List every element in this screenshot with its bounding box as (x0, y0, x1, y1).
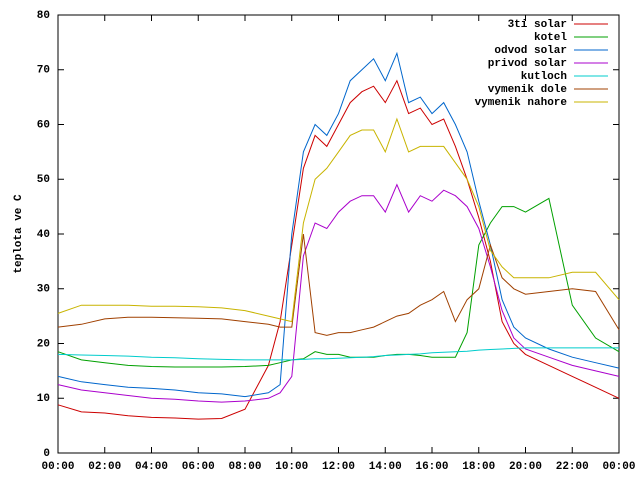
y-tick-label: 10 (37, 393, 50, 405)
series-line (57, 79, 620, 420)
y-tick-label: 70 (37, 65, 50, 77)
x-tick-label: 00:00 (41, 461, 74, 473)
x-tick-label: 10:00 (275, 461, 308, 473)
legend-label: kutloch (521, 71, 567, 83)
x-tick-label: 02:00 (88, 461, 121, 473)
legend-label: kotel (534, 32, 567, 44)
series-line (57, 183, 620, 403)
series-line (57, 197, 620, 368)
legend-label: vymenik nahore (475, 97, 568, 109)
x-tick-label: 06:00 (182, 461, 215, 473)
x-tick-label: 22:00 (556, 461, 589, 473)
x-tick-label: 18:00 (462, 461, 495, 473)
x-tick-label: 16:00 (415, 461, 448, 473)
y-tick-label: 0 (43, 448, 50, 460)
series-line (57, 51, 620, 398)
x-tick-label: 12:00 (322, 461, 355, 473)
series-line (57, 233, 620, 336)
y-tick-label: 50 (37, 174, 50, 186)
y-tick-label: 40 (37, 229, 50, 241)
x-tick-label: 14:00 (369, 461, 402, 473)
series-line (57, 347, 619, 361)
legend-label: vymenik dole (488, 84, 568, 96)
x-tick-label: 20:00 (509, 461, 542, 473)
x-tick-label: 04:00 (135, 461, 168, 473)
x-tick-label: 00:00 (602, 461, 635, 473)
x-tick-label: 08:00 (228, 461, 261, 473)
y-axis-label: teplota ve C (13, 194, 25, 274)
y-tick-label: 60 (37, 119, 50, 131)
legend-label: 3ti solar (508, 19, 567, 31)
y-tick-label: 80 (37, 10, 50, 22)
y-tick-label: 30 (37, 284, 50, 296)
series-line (57, 117, 620, 323)
legend-label: odvod solar (494, 45, 567, 57)
y-tick-label: 20 (37, 338, 50, 350)
legend-label: privod solar (488, 58, 567, 70)
